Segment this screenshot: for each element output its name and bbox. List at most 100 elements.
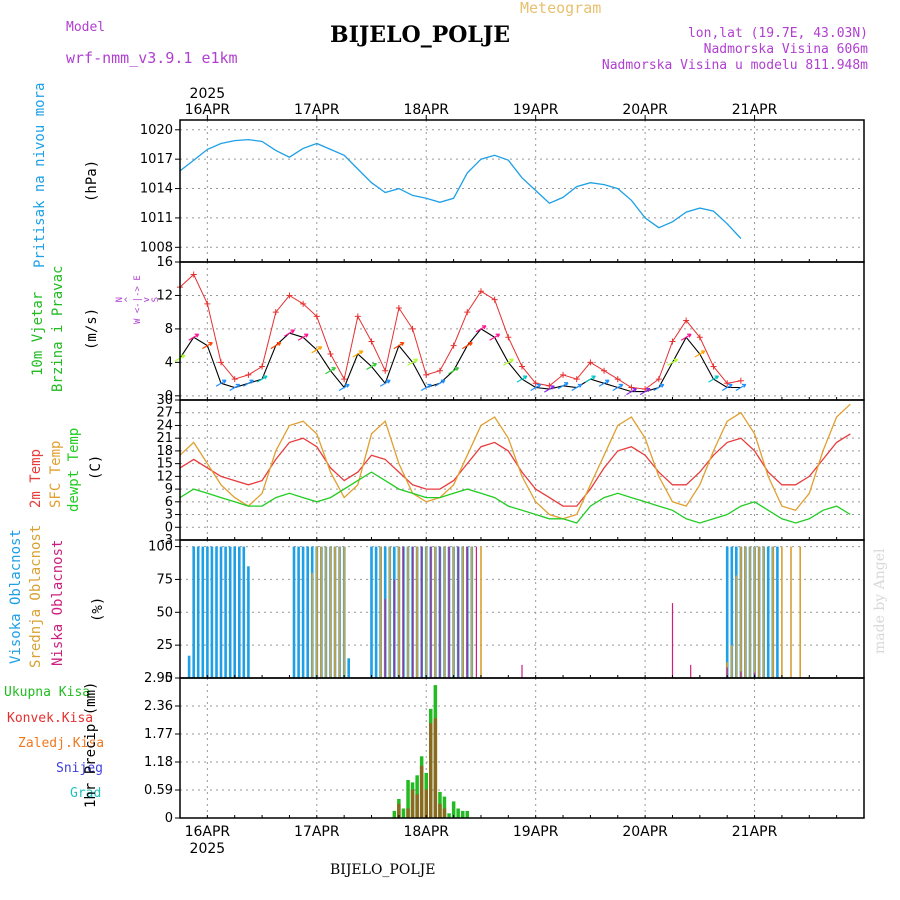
- bottom-date-label: 17APR: [294, 824, 340, 840]
- ytick-label-temperature: 21: [156, 431, 173, 446]
- ytick-label-precip: 1.77: [144, 727, 173, 742]
- cloud-mid-bar: [443, 546, 446, 678]
- wind-direction-arrow: [352, 350, 364, 358]
- cloud-mid-bar: [316, 546, 318, 678]
- cloud-high-bar: [370, 546, 373, 678]
- cloud-high-bar: [196, 546, 200, 678]
- wind-gust-point: [245, 371, 252, 378]
- cloud-high-bar: [228, 546, 232, 678]
- wind-gust-point: [491, 296, 498, 303]
- cloud-mid-bar: [480, 546, 482, 678]
- ytick-label-pressure: 1020: [140, 123, 173, 138]
- precip-total-bar: [401, 808, 406, 818]
- top-date-label: 21APR: [732, 102, 778, 118]
- wind-direction-arrow: [639, 388, 651, 396]
- wind-direction-arrow: [653, 383, 665, 391]
- cloud-low-bar: [439, 546, 441, 678]
- wind-gust-point: [272, 309, 279, 316]
- wind-gust-point: [259, 363, 266, 370]
- precip-convective-bar: [424, 789, 428, 818]
- top-date-label: 16APR: [185, 102, 231, 118]
- cloud-high-bar: [725, 546, 729, 678]
- cloud-low-bar: [448, 546, 450, 678]
- cloud-low-bar: [740, 671, 742, 678]
- cloud-high-bar: [730, 546, 734, 678]
- wind-gust-point: [573, 376, 580, 383]
- cloud-low-bar: [412, 546, 414, 678]
- model-label: Model: [66, 20, 106, 35]
- wind-direction-arrow: [202, 342, 213, 350]
- wind-gust-point: [190, 271, 197, 278]
- cloud-mid-bar: [753, 546, 756, 678]
- ytick-label-clouds: 25: [156, 638, 173, 653]
- wind-gust-point: [204, 300, 211, 307]
- ytick-label-temperature: 3: [165, 508, 173, 523]
- cloud-mid-bar: [425, 546, 427, 678]
- wind-gust-point: [724, 380, 731, 387]
- wind-direction-arrow: [284, 329, 295, 337]
- wind-direction-arrow: [393, 342, 405, 350]
- cloud-high-bar: [776, 546, 779, 678]
- cloud-low-bar: [430, 546, 432, 678]
- precip-convective-bar: [433, 718, 438, 818]
- page-title: BIJELO_POLJE: [330, 22, 511, 48]
- wind-gust-point: [477, 288, 484, 295]
- cloud-high-bar: [206, 546, 209, 678]
- model-altitude-label: Nadmorska Visina u modelu 811.948m: [601, 58, 868, 73]
- wind-gust-point: [327, 351, 334, 357]
- wind-direction-arrow: [325, 367, 336, 375]
- cloud-high-bar: [210, 546, 214, 678]
- ytick-label-pressure: 1008: [140, 240, 173, 255]
- cloud-high-bar: [292, 546, 296, 678]
- wind-gust-point: [409, 325, 416, 332]
- wind-gust-point: [737, 377, 744, 384]
- precip-total-bar: [442, 796, 447, 818]
- cloud-mid-bar: [434, 546, 437, 678]
- cloud-mid-bar: [772, 546, 774, 678]
- cloud-low-bar: [421, 546, 423, 678]
- ytick-label-temperature: 0: [165, 520, 173, 535]
- ytick-label-pressure: 1014: [140, 182, 173, 197]
- wind-direction-arrow: [516, 375, 528, 383]
- wind-gust-point: [519, 363, 525, 370]
- cloud-high-bar: [242, 546, 246, 678]
- wind-direction-arrow: [461, 342, 473, 350]
- cloud-mid-bar: [799, 546, 801, 678]
- wind-gust-point: [231, 376, 238, 383]
- wind-direction-arrow: [530, 383, 542, 391]
- panel-frame-clouds: [179, 539, 865, 679]
- ytick-label-clouds: 0: [165, 671, 173, 686]
- cloud-low-bar: [521, 664, 523, 678]
- bottom-date-label: 20APR: [622, 824, 668, 840]
- wind-direction-arrow: [735, 383, 747, 391]
- cloud-high-bar: [238, 546, 241, 678]
- wind-direction-arrow: [571, 383, 583, 391]
- ytick-label-temperature: 27: [156, 406, 173, 421]
- cloud-mid-bar: [320, 546, 323, 678]
- precip-total-bar: [461, 810, 465, 818]
- cloud-mid-bar: [329, 546, 332, 678]
- top-year-label: 2025: [190, 86, 226, 102]
- bottom-date-label: 19APR: [513, 824, 559, 840]
- ytick-label-temperature: -3: [160, 533, 173, 548]
- wind-direction-arrow: [544, 385, 555, 393]
- ytick-label-temperature: 15: [156, 457, 173, 472]
- wind-direction-arrow: [311, 346, 323, 354]
- cloud-low-bar: [671, 603, 674, 678]
- wind-gust-point: [710, 363, 717, 370]
- wind-direction-arrow: [557, 382, 569, 390]
- cloud-high-bar: [347, 658, 350, 678]
- cloud-low-bar: [475, 546, 477, 678]
- cloud-high-bar: [219, 546, 223, 678]
- ytick-label-pressure: 1017: [140, 152, 173, 167]
- panel-frame-temperature: [179, 399, 865, 541]
- dewpt-line: [179, 471, 851, 524]
- wind-direction-arrow: [434, 379, 446, 387]
- cloud-mid-bar: [749, 546, 751, 678]
- cloud-mid-bar: [461, 546, 464, 678]
- cloud-mid-bar: [416, 546, 418, 678]
- wind-direction-arrow: [708, 375, 720, 383]
- cloud-mid-bar: [398, 546, 400, 678]
- precip-convective-bar: [438, 803, 442, 818]
